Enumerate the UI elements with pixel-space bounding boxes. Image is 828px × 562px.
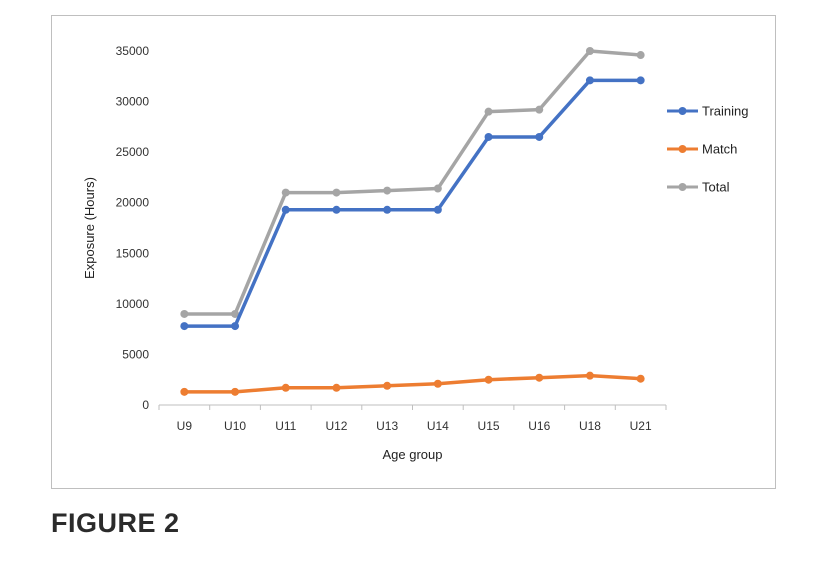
- legend-marker-training: [678, 107, 687, 115]
- data-point-total: [433, 184, 442, 193]
- legend-marker-match: [678, 145, 687, 153]
- y-axis-title: Exposure (Hours): [82, 177, 97, 279]
- data-point-training: [484, 132, 493, 141]
- x-tick-label: U10: [224, 419, 246, 433]
- data-point-total: [585, 47, 594, 55]
- data-point-match: [585, 371, 594, 380]
- data-point-match: [332, 383, 341, 392]
- line-chart: 0 5000 10000 15000 20000 25000 30000 35000 U9 U1…: [82, 44, 748, 462]
- y-tick-label: 15000: [116, 246, 150, 260]
- x-tick-label: U21: [630, 419, 652, 433]
- series-line-total: [184, 49, 641, 316]
- legend-marker-total: [678, 183, 687, 191]
- data-point-match: [383, 381, 392, 390]
- legend-label-total: Total: [702, 180, 730, 195]
- y-tick-label: 35000: [116, 44, 150, 58]
- data-point-training: [383, 205, 392, 214]
- y-tick-label: 5000: [122, 347, 149, 361]
- data-point-training: [281, 205, 290, 214]
- x-axis: U9 U10 U11 U12 U13 U14 U15 U16 U18 U21: [158, 404, 667, 433]
- data-point-match: [484, 375, 493, 384]
- y-tick-label: 0: [142, 398, 149, 412]
- data-point-total: [281, 188, 290, 197]
- data-point-match: [231, 387, 240, 396]
- data-point-total: [231, 309, 240, 318]
- x-tick-label: U16: [528, 419, 550, 433]
- chart-frame: 0 5000 10000 15000 20000 25000 30000 35000 U9 U1…: [51, 15, 776, 489]
- data-point-total: [484, 107, 493, 116]
- x-tick-label: U14: [427, 419, 449, 433]
- x-tick-label: U12: [325, 419, 347, 433]
- y-tick-label: 20000: [116, 196, 150, 210]
- x-axis-title: Age group: [383, 447, 443, 462]
- data-point-training: [332, 205, 341, 214]
- data-point-total: [535, 105, 544, 114]
- data-point-match: [281, 383, 290, 392]
- data-point-total: [332, 188, 341, 197]
- data-point-training: [636, 76, 645, 85]
- y-axis-ticks: 0 5000 10000 15000 20000 25000 30000 35000: [116, 44, 150, 412]
- data-point-training: [535, 132, 544, 141]
- data-point-match: [636, 374, 645, 383]
- x-tick-label: U15: [478, 419, 500, 433]
- series-layer: [180, 47, 645, 396]
- y-tick-label: 10000: [116, 297, 150, 311]
- series-line-training: [184, 78, 641, 328]
- data-point-match: [180, 387, 189, 396]
- data-point-total: [636, 51, 645, 60]
- data-point-training: [180, 322, 189, 331]
- x-tick-label: U13: [376, 419, 398, 433]
- data-point-match: [433, 379, 442, 388]
- data-point-training: [585, 76, 594, 85]
- data-point-match: [535, 373, 544, 382]
- x-tick-label: U18: [579, 419, 601, 433]
- legend-label-match: Match: [702, 142, 737, 157]
- data-point-total: [180, 309, 189, 318]
- data-point-total: [383, 186, 392, 195]
- y-tick-label: 25000: [116, 145, 150, 159]
- data-point-training: [231, 322, 240, 331]
- legend-label-training: Training: [702, 104, 748, 119]
- series-line-match: [184, 373, 641, 394]
- figure-caption: FIGURE 2: [51, 508, 180, 538]
- x-tick-label: U9: [177, 419, 193, 433]
- y-tick-label: 30000: [116, 95, 150, 109]
- x-tick-label: U11: [275, 419, 296, 433]
- legend: Training Match Total: [667, 104, 748, 195]
- data-point-training: [433, 205, 442, 214]
